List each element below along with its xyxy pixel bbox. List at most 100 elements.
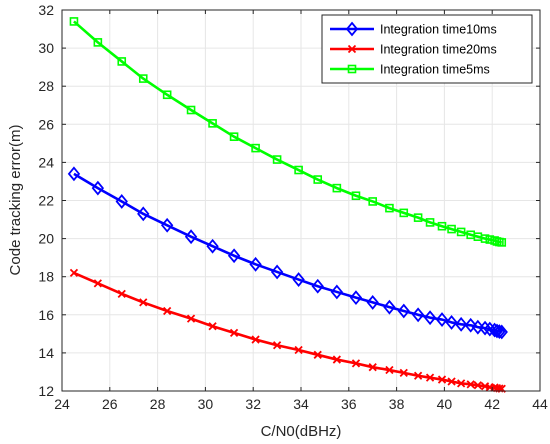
data-point <box>251 143 260 153</box>
data-point <box>139 298 148 307</box>
data-point <box>454 316 468 332</box>
data-point <box>385 365 394 375</box>
y-tick-label: 18 <box>38 269 54 285</box>
data-point <box>383 299 396 315</box>
data-point <box>332 183 342 193</box>
data-point <box>437 221 447 231</box>
data-point <box>349 290 363 306</box>
series-square <box>69 17 507 247</box>
data-point <box>399 368 408 378</box>
data-point <box>137 206 150 222</box>
data-point <box>91 180 105 196</box>
data-point <box>93 279 102 288</box>
data-point <box>162 90 172 100</box>
x-tick-label: 34 <box>293 396 309 412</box>
data-point <box>93 38 103 47</box>
data-point <box>466 380 475 389</box>
data-point <box>138 74 148 83</box>
data-point <box>208 119 217 128</box>
data-point <box>473 381 482 390</box>
legend-label: Integration time20ms <box>380 43 497 57</box>
x-tick-label: 44 <box>532 396 548 412</box>
x-tick-label: 36 <box>341 396 357 412</box>
data-point <box>206 238 219 254</box>
data-point <box>385 203 394 213</box>
x-tick-label: 26 <box>102 396 118 412</box>
data-point <box>160 217 174 233</box>
data-point <box>437 375 447 384</box>
data-point <box>117 57 127 66</box>
data-point <box>313 175 323 184</box>
data-point <box>272 341 282 350</box>
x-tick-label: 32 <box>245 396 261 412</box>
data-point <box>413 213 423 222</box>
data-point <box>368 197 378 206</box>
y-axis-label: Code tracking error(m) <box>7 125 24 276</box>
y-tick-label: 16 <box>38 307 54 323</box>
data-point <box>184 229 198 245</box>
x-tick-label: 38 <box>389 396 405 412</box>
data-point <box>229 328 239 338</box>
data-point <box>272 155 282 164</box>
data-point <box>208 322 217 331</box>
data-point <box>229 132 239 141</box>
data-point <box>294 345 303 355</box>
data-point <box>368 363 377 372</box>
data-point <box>163 306 172 316</box>
data-point <box>186 314 196 323</box>
data-point <box>311 278 324 294</box>
data-point <box>445 315 458 330</box>
data-point <box>435 312 449 327</box>
data-point <box>69 268 79 278</box>
data-point <box>423 310 437 326</box>
data-point <box>366 295 379 310</box>
legend-entry: Integration time20ms <box>330 43 497 57</box>
x-tick-label: 28 <box>150 396 166 412</box>
data-point <box>186 105 196 115</box>
data-point <box>294 165 303 175</box>
y-tick-label: 12 <box>38 383 54 399</box>
data-point <box>115 194 128 209</box>
y-tick-label: 24 <box>38 154 54 170</box>
data-point <box>67 166 81 182</box>
y-tick-label: 28 <box>38 78 54 94</box>
data-point <box>249 256 262 272</box>
legend: Integration time10ms Integration time20ms… <box>321 14 533 84</box>
data-point <box>425 218 435 227</box>
data-point <box>464 317 477 333</box>
data-point <box>471 319 485 335</box>
y-tick-label: 22 <box>38 193 54 209</box>
data-point <box>251 335 260 344</box>
data-point <box>313 350 322 359</box>
legend-label: Integration time10ms <box>380 23 497 37</box>
data-point <box>495 324 508 340</box>
data-point <box>497 238 507 247</box>
x-tick-label: 40 <box>437 396 453 412</box>
data-point <box>270 264 284 280</box>
data-point <box>397 303 410 319</box>
legend-entry: Integration time10ms <box>330 21 497 37</box>
data-point <box>330 284 344 300</box>
legend-swatch-marker <box>345 21 359 37</box>
data-point <box>117 289 126 298</box>
data-point <box>69 17 79 26</box>
data-point <box>351 191 361 201</box>
x-tick-label: 24 <box>54 396 70 412</box>
data-point <box>493 324 506 339</box>
y-tick-label: 20 <box>38 231 54 247</box>
y-tick-label: 26 <box>38 116 54 132</box>
y-tick-label: 32 <box>38 2 54 18</box>
legend-label: Integration time5ms <box>380 63 490 77</box>
data-point <box>447 377 456 386</box>
axis-ticks: 24 26 28 30 32 34 36 38 40 42 44 12 14 16 18 20 22 24 26 28… <box>38 2 548 412</box>
data-point <box>447 224 456 234</box>
data-point <box>292 272 305 287</box>
y-tick-label: 30 <box>38 40 54 56</box>
data-point <box>425 373 435 382</box>
legend-swatch-marker <box>347 44 357 54</box>
x-tick-label: 42 <box>484 396 500 412</box>
legend-entry: Integration time5ms <box>330 63 490 77</box>
data-point <box>227 248 241 264</box>
x-tick-label: 30 <box>198 396 214 412</box>
